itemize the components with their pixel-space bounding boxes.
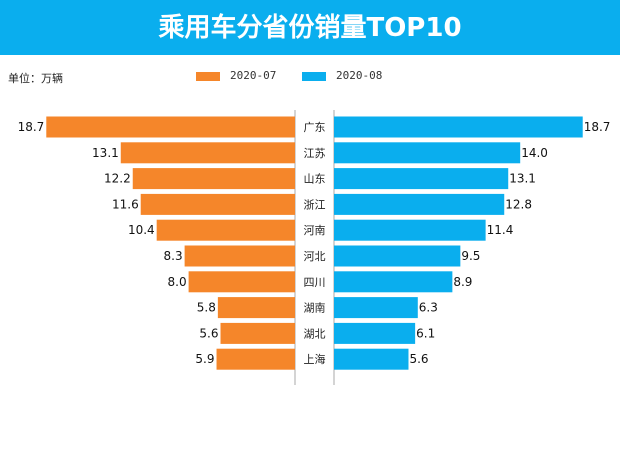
legend-label: 2020-08 — [336, 69, 383, 82]
bar-2020-08 — [334, 168, 509, 190]
bar-2020-08 — [334, 297, 418, 319]
data-label-2020-08: 12.8 — [505, 197, 532, 211]
bar-2020-07 — [46, 116, 295, 138]
data-label-2020-08: 6.1 — [416, 326, 435, 340]
data-label-2020-08: 6.3 — [419, 301, 438, 315]
category-label: 广东 — [304, 121, 326, 134]
data-label-2020-08: 14.0 — [521, 146, 548, 160]
bar-2020-08 — [334, 322, 416, 344]
legend-swatch — [196, 71, 220, 81]
legend-item-aug: 2020-08 — [302, 69, 382, 82]
data-label-2020-07: 8.0 — [168, 275, 187, 289]
data-label-2020-07: 5.6 — [199, 326, 218, 340]
title-banner — [0, 0, 620, 55]
legend-swatch — [302, 71, 326, 81]
category-label: 上海 — [304, 352, 326, 366]
category-label: 山东 — [304, 173, 326, 186]
category-label: 四川 — [304, 276, 326, 289]
data-label-2020-07: 10.4 — [128, 223, 155, 237]
data-label-2020-08: 5.6 — [409, 352, 428, 366]
category-label: 河北 — [304, 250, 326, 263]
data-label-2020-07: 12.2 — [104, 172, 131, 186]
data-label-2020-07: 5.8 — [197, 301, 216, 315]
data-label-2020-07: 13.1 — [92, 146, 119, 160]
category-label: 河南 — [304, 224, 326, 237]
bar-2020-08 — [334, 348, 409, 370]
bar-2020-08 — [334, 142, 521, 164]
data-label-2020-08: 9.5 — [461, 249, 480, 263]
data-label-2020-07: 11.6 — [112, 197, 139, 211]
bar-2020-08 — [334, 219, 486, 241]
bar-2020-08 — [334, 271, 453, 293]
bar-2020-08 — [334, 245, 461, 267]
bar-2020-07 — [216, 348, 295, 370]
bar-2020-07 — [220, 322, 295, 344]
data-label-2020-08: 11.4 — [487, 223, 514, 237]
legend-label: 2020-07 — [230, 69, 277, 82]
category-label: 江苏 — [304, 147, 326, 160]
legend-item-jul: 2020-07 — [196, 69, 276, 82]
bar-2020-07 — [184, 245, 295, 267]
category-label: 湖北 — [304, 327, 326, 340]
category-label: 浙江 — [304, 198, 326, 211]
unit-label: 单位：万辆 — [8, 72, 63, 85]
bar-2020-08 — [334, 193, 505, 215]
bar-2020-07 — [188, 271, 295, 293]
bar-2020-07 — [120, 142, 296, 164]
bar-2020-07 — [156, 219, 295, 241]
category-label: 湖南 — [304, 302, 326, 315]
data-label-2020-07: 18.7 — [18, 120, 45, 134]
bar-2020-08 — [334, 116, 583, 138]
data-label-2020-08: 8.9 — [453, 275, 472, 289]
data-label-2020-07: 5.9 — [195, 352, 214, 366]
bar-2020-07 — [217, 297, 295, 319]
data-label-2020-08: 13.1 — [509, 172, 536, 186]
data-label-2020-07: 8.3 — [164, 249, 183, 263]
chart-title: 乘用车分省份销量TOP10 — [158, 13, 462, 43]
data-label-2020-08: 18.7 — [584, 120, 611, 134]
bar-2020-07 — [140, 193, 295, 215]
bar-2020-07 — [132, 168, 295, 190]
